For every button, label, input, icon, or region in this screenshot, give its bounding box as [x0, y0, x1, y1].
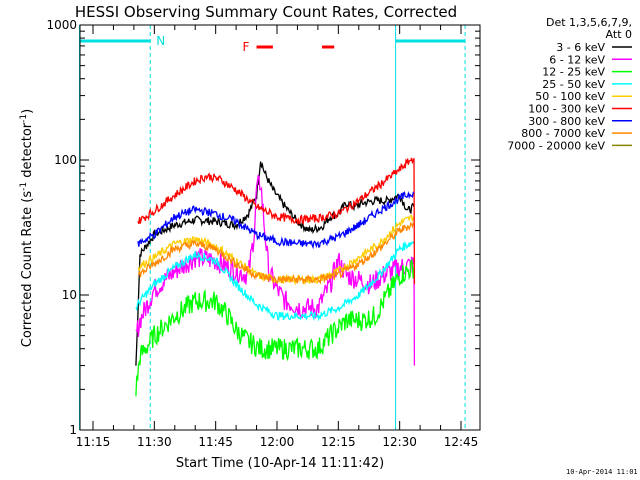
y-tick-label: 100	[54, 153, 77, 167]
series-line-1	[135, 161, 415, 366]
legend-entry-label: 50 - 100 keV	[535, 90, 605, 103]
x-tick-label: 12:00	[260, 435, 295, 449]
x-tick-label: 12:15	[321, 435, 356, 449]
legend-entry-label: 12 - 25 keV	[542, 66, 605, 79]
y-axis-label-pre: Corrected Count Rate (s	[20, 191, 35, 348]
x-tick-label: 11:15	[76, 435, 111, 449]
legend-entry-label: 3 - 6 keV	[556, 41, 605, 54]
series-line-7	[137, 190, 415, 250]
y-axis-label-sup1: -1	[19, 182, 29, 191]
legend-entry-label: 300 - 800 keV	[528, 115, 605, 128]
series-lines	[135, 157, 416, 397]
y-tick-label: 1	[69, 423, 77, 437]
y-axis-ticks: 1 10 100 1000	[46, 18, 480, 437]
legend-header: Det 1,3,5,6,7,9,	[546, 16, 632, 29]
x-axis-label: Start Time (10-Apr-14 11:11:42)	[176, 456, 384, 471]
y-tick-label: 1000	[46, 18, 77, 32]
series-line-3	[135, 259, 416, 397]
chart-title: HESSI Observing Summary Count Rates, Cor…	[75, 3, 457, 21]
y-tick-label: 10	[62, 288, 77, 302]
x-tick-label: 11:30	[137, 435, 172, 449]
series-line-6	[137, 157, 416, 285]
x-tick-label: 12:30	[382, 435, 417, 449]
plot-frame	[79, 24, 481, 431]
y-axis-label-post: )	[20, 109, 35, 114]
legend-entry-label: 800 - 7000 keV	[521, 127, 605, 140]
flare-label: F	[243, 40, 250, 54]
y-axis-label-mid: detector	[20, 122, 35, 182]
y-axis-label: Corrected Count Rate (s-1 detector-1)	[19, 109, 35, 347]
legend-entry-label: 7000 - 20000 keV	[507, 139, 605, 152]
x-tick-label: 11:45	[198, 435, 233, 449]
timestamp: 10-Apr-2014 11:01	[566, 468, 638, 476]
y-axis-label-sup2: -1	[19, 114, 29, 123]
series-line-4	[135, 240, 415, 322]
legend-entry-label: 25 - 50 keV	[542, 78, 605, 91]
legend-entry-label: 6 - 12 keV	[549, 53, 605, 66]
x-tick-label: 12:45	[444, 435, 479, 449]
series-line-8	[138, 221, 415, 285]
x-axis-ticks: 11:15 11:30 11:45 12:00 12:15 12:30 12:45	[76, 25, 479, 449]
legend-header: Att 0	[606, 28, 632, 41]
legend-entry-label: 100 - 300 keV	[528, 103, 605, 116]
night-label: N	[156, 34, 165, 48]
